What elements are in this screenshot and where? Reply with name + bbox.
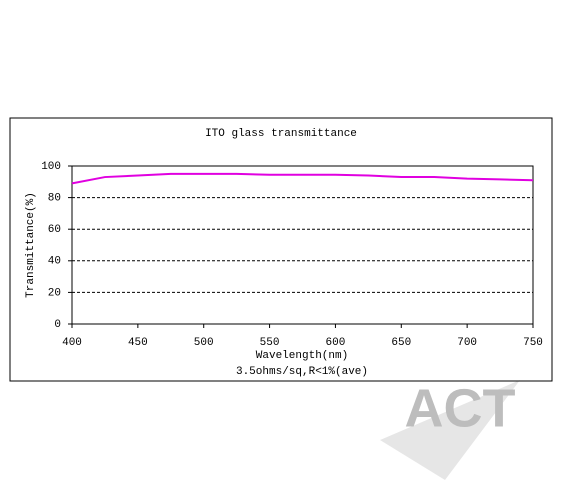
y-tick-label: 0 bbox=[54, 319, 61, 331]
chart-frame bbox=[9, 117, 553, 382]
y-tick-label: 80 bbox=[48, 193, 61, 205]
x-tick-label: 550 bbox=[260, 337, 280, 349]
y-axis-label: Transmittance(%) bbox=[25, 192, 37, 298]
y-tick-label: 40 bbox=[48, 256, 61, 268]
y-tick-label: 60 bbox=[48, 224, 61, 236]
data-line bbox=[71, 172, 534, 185]
x-tick-label: 450 bbox=[128, 337, 148, 349]
x-tick-label: 650 bbox=[391, 337, 411, 349]
annotation: 3.5ohms/sq,R<1%(ave) bbox=[236, 366, 368, 378]
y-tick-label: 20 bbox=[48, 287, 61, 299]
y-tick-label: 100 bbox=[41, 161, 61, 173]
x-tick-label: 500 bbox=[194, 337, 214, 349]
chart-title: ITO glass transmittance bbox=[205, 128, 357, 140]
x-tick-label: 600 bbox=[326, 337, 346, 349]
x-tick-label: 400 bbox=[62, 337, 82, 349]
x-tick-label: 750 bbox=[523, 337, 543, 349]
x-axis-label: Wavelength(nm) bbox=[256, 350, 348, 362]
x-tick-label: 700 bbox=[457, 337, 477, 349]
watermark: ACT bbox=[405, 378, 516, 438]
logo-shape bbox=[380, 380, 520, 480]
plot-area bbox=[71, 165, 534, 325]
